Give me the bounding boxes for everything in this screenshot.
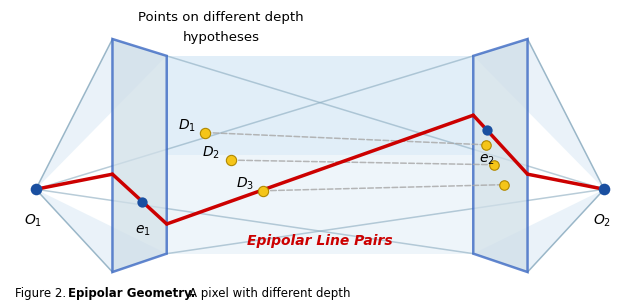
Point xyxy=(482,128,492,132)
Point xyxy=(481,142,491,147)
Point xyxy=(200,130,210,135)
Polygon shape xyxy=(167,56,473,254)
Point xyxy=(257,188,268,193)
Text: Epipolar Line Pairs: Epipolar Line Pairs xyxy=(247,234,393,248)
Text: hypotheses: hypotheses xyxy=(182,31,259,44)
Text: A pixel with different depth: A pixel with different depth xyxy=(189,287,351,300)
Text: $O_2$: $O_2$ xyxy=(593,213,611,229)
Polygon shape xyxy=(36,39,167,189)
Polygon shape xyxy=(473,39,604,189)
Polygon shape xyxy=(473,189,604,272)
Polygon shape xyxy=(473,39,527,272)
Point xyxy=(31,187,41,192)
Text: $D_3$: $D_3$ xyxy=(236,176,254,192)
Text: Figure 2.: Figure 2. xyxy=(15,287,66,300)
Text: $O_1$: $O_1$ xyxy=(24,213,42,229)
Point xyxy=(489,162,499,167)
Text: Epipolar Geometry.: Epipolar Geometry. xyxy=(68,287,195,300)
Point xyxy=(137,199,147,204)
Text: $D_1$: $D_1$ xyxy=(178,117,196,134)
Point xyxy=(599,187,609,192)
Text: Points on different depth: Points on different depth xyxy=(138,11,304,24)
Polygon shape xyxy=(167,56,473,155)
Polygon shape xyxy=(36,189,167,272)
Text: $e_1$: $e_1$ xyxy=(134,224,150,238)
Point xyxy=(225,158,236,163)
Text: $e_2$: $e_2$ xyxy=(479,152,495,167)
Point xyxy=(499,182,509,187)
Text: $D_2$: $D_2$ xyxy=(202,145,220,161)
Polygon shape xyxy=(113,39,167,272)
